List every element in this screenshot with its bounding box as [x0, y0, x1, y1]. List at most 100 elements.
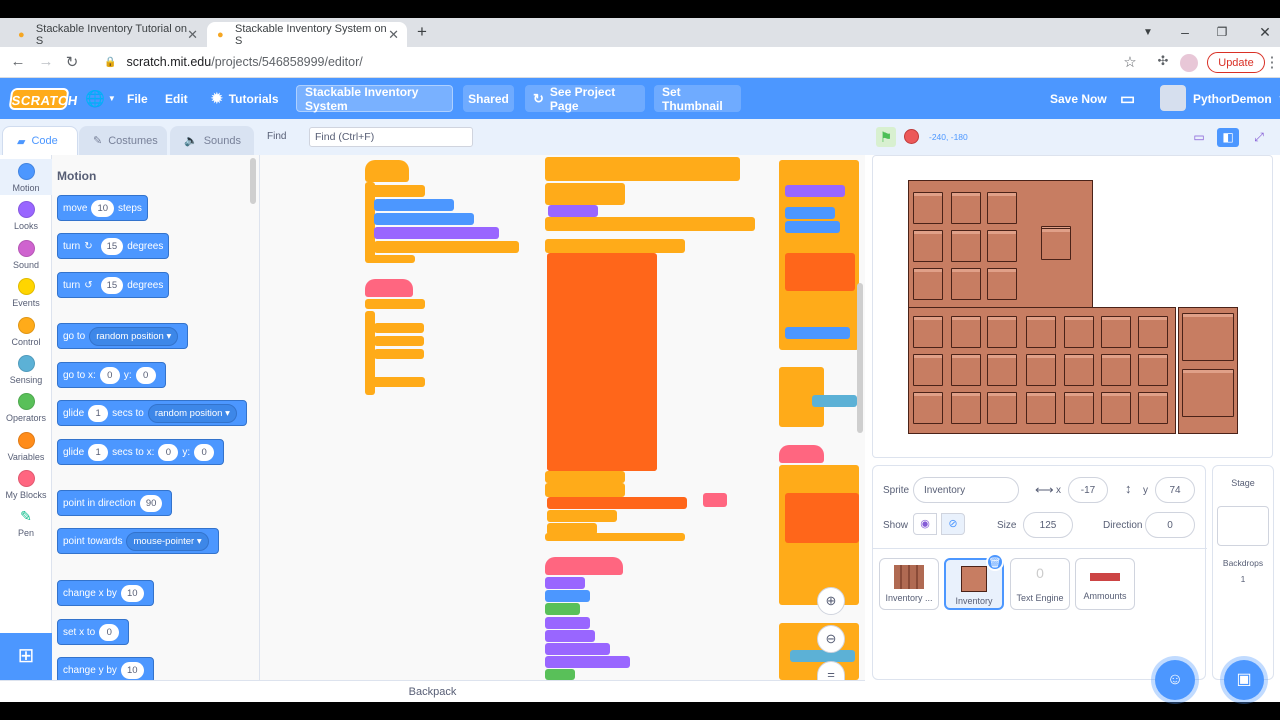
tab-search-icon[interactable]: ▼: [1143, 27, 1153, 38]
category-pen[interactable]: ✎ Pen: [0, 508, 52, 538]
tutorials-menu[interactable]: ✹ Tutorials: [211, 78, 279, 119]
palette-scrollbar[interactable]: [250, 158, 256, 204]
url-field[interactable]: 🔒 scratch.mit.edu/projects/546858999/edi…: [94, 51, 1144, 73]
block-input[interactable]: 15: [100, 276, 124, 294]
close-icon[interactable]: ✕: [388, 26, 399, 42]
define-block[interactable]: [545, 557, 623, 575]
control-block[interactable]: [365, 311, 375, 395]
block-input[interactable]: 1: [88, 404, 109, 422]
add-backdrop-button[interactable]: ▣: [1224, 660, 1264, 700]
set-x-block[interactable]: set x to 0: [57, 619, 130, 645]
define-block[interactable]: [779, 445, 824, 463]
category-motion[interactable]: Motion: [0, 159, 52, 195]
save-now-button[interactable]: Save Now: [1050, 91, 1107, 106]
hat-block[interactable]: [365, 160, 409, 182]
account-menu[interactable]: PythorDemon ▼: [1193, 78, 1280, 119]
pen-block[interactable]: [545, 603, 580, 615]
user-avatar[interactable]: [1160, 85, 1186, 111]
my-stuff-folder-icon[interactable]: ▭: [1120, 90, 1136, 108]
motion-block[interactable]: [785, 207, 835, 219]
looks-block[interactable]: [374, 227, 499, 239]
custom-block[interactable]: [703, 493, 727, 507]
move-steps-block[interactable]: move 10 steps: [57, 195, 148, 221]
variable-block[interactable]: [547, 510, 617, 522]
category-sound[interactable]: Sound: [0, 240, 52, 270]
glide-to-block[interactable]: glide 1 secs to random position ▾: [57, 400, 247, 426]
extensions-icon[interactable]: ✣: [1157, 53, 1169, 68]
category-sensing[interactable]: Sensing: [0, 355, 52, 385]
block-input[interactable]: 10: [120, 661, 144, 679]
back-arrow-icon[interactable]: ←: [10, 53, 26, 70]
category-control[interactable]: Control: [0, 317, 52, 347]
motion-block[interactable]: [785, 221, 840, 233]
block-input[interactable]: 10: [91, 199, 115, 217]
glide-dropdown[interactable]: random position ▾: [147, 403, 237, 423]
see-project-page-button[interactable]: ↻ See Project Page: [525, 85, 645, 113]
script-workspace[interactable]: ⊕ ⊖ =: [260, 155, 865, 680]
browser-tab-editor[interactable]: ● Stackable Inventory System on S ✕: [207, 22, 407, 47]
motion-block[interactable]: [785, 327, 850, 339]
looks-block[interactable]: [545, 617, 590, 629]
zoom-reset-icon[interactable]: =: [817, 661, 845, 680]
stage-target-pane[interactable]: Stage Backdrops 1: [1212, 465, 1274, 680]
motion-block[interactable]: [374, 213, 474, 225]
variable-block[interactable]: [365, 377, 425, 387]
sprite-tile[interactable]: Inventory ...: [879, 558, 939, 610]
control-block[interactable]: [365, 185, 425, 197]
zoom-in-icon[interactable]: ⊕: [817, 587, 845, 615]
go-to-xy-block[interactable]: go to x: 0 y: 0: [57, 362, 166, 388]
new-tab-icon[interactable]: +: [417, 22, 427, 41]
turn-right-block[interactable]: turn ↻ 15 degrees: [57, 233, 170, 259]
tab-costumes[interactable]: ✎ Costumes: [79, 126, 167, 155]
variable-block[interactable]: [374, 349, 424, 359]
looks-block[interactable]: [785, 185, 845, 197]
sprite-name-input[interactable]: Inventory: [913, 477, 1019, 503]
browser-tab-tutorial[interactable]: ● Stackable Inventory Tutorial on S ✕: [8, 22, 206, 47]
sensing-block[interactable]: [812, 395, 857, 407]
point-towards-block[interactable]: point towards mouse-pointer ▾: [57, 528, 219, 554]
find-input[interactable]: Find (Ctrl+F): [309, 127, 473, 147]
variable-block[interactable]: [374, 241, 519, 253]
block-input[interactable]: 10: [120, 584, 144, 602]
y-input[interactable]: 0: [194, 443, 215, 461]
glide-xy-block[interactable]: glide 1 secs to x: 0 y: 0: [57, 439, 225, 465]
show-eye-icon[interactable]: ◉: [913, 513, 937, 535]
delete-sprite-icon[interactable]: 🗑: [986, 553, 1004, 571]
control-block[interactable]: [365, 255, 415, 263]
variable-block[interactable]: [545, 471, 625, 483]
list-block[interactable]: [547, 497, 687, 509]
x-input[interactable]: 0: [99, 366, 120, 384]
category-events[interactable]: Events: [0, 278, 52, 308]
category-variables[interactable]: Variables: [0, 432, 52, 462]
define-block[interactable]: [365, 279, 413, 297]
variable-block[interactable]: [365, 299, 425, 309]
variable-block[interactable]: [374, 323, 424, 333]
variable-block[interactable]: [374, 336, 424, 346]
file-menu[interactable]: File: [127, 91, 148, 106]
profile-avatar[interactable]: [1180, 54, 1198, 72]
more-menu-icon[interactable]: ⋮: [1264, 54, 1280, 71]
looks-block[interactable]: [545, 630, 595, 642]
variable-block[interactable]: [545, 217, 755, 231]
y-input[interactable]: 0: [135, 366, 156, 384]
sensing-block[interactable]: [790, 650, 855, 662]
size-input[interactable]: 125: [1023, 512, 1073, 538]
variable-block[interactable]: [545, 157, 740, 181]
shared-button[interactable]: Shared: [463, 85, 514, 112]
category-my-blocks[interactable]: My Blocks: [0, 470, 52, 500]
control-block[interactable]: [545, 239, 685, 253]
looks-block[interactable]: [545, 577, 585, 589]
turn-left-block[interactable]: turn ↺ 15 degrees: [57, 272, 170, 298]
list-blocks[interactable]: [785, 253, 855, 291]
set-thumbnail-button[interactable]: Set Thumbnail: [654, 85, 741, 113]
control-block[interactable]: [545, 483, 625, 497]
list-blocks[interactable]: [547, 363, 657, 471]
project-title-input[interactable]: Stackable Inventory System: [296, 85, 453, 113]
stop-icon[interactable]: [904, 129, 919, 144]
update-button[interactable]: Update: [1207, 52, 1265, 73]
close-icon[interactable]: ✕: [187, 26, 198, 42]
pen-block[interactable]: [545, 669, 575, 680]
hide-eye-icon[interactable]: ⊘: [941, 513, 965, 535]
block-input[interactable]: 15: [100, 237, 124, 255]
reload-icon[interactable]: ↻: [65, 54, 79, 71]
